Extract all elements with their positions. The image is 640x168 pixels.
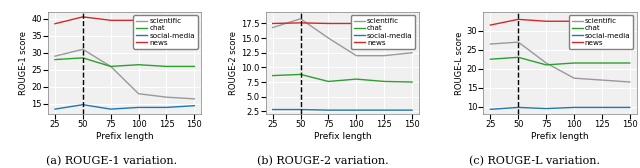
scientific — [163, 96, 170, 98]
Text: (c) ROUGE-L variation.: (c) ROUGE-L variation. — [469, 156, 600, 166]
Y-axis label: ROUGE-1 score: ROUGE-1 score — [19, 31, 28, 95]
news — [380, 23, 388, 25]
social-media — [486, 108, 494, 110]
scientific — [297, 18, 305, 20]
social-media — [542, 108, 550, 110]
social-media — [324, 109, 332, 111]
scientific — [191, 98, 198, 100]
chat — [79, 57, 86, 59]
chat — [191, 65, 198, 67]
Line: social-media: social-media — [55, 105, 195, 109]
news — [570, 20, 578, 22]
chat — [135, 64, 143, 66]
Text: (a) ROUGE-1 variation.: (a) ROUGE-1 variation. — [47, 156, 177, 166]
chat — [515, 56, 522, 58]
news — [408, 23, 416, 25]
chat — [486, 58, 494, 60]
scientific — [515, 41, 522, 43]
news — [135, 19, 143, 21]
Legend: scientific, chat, social-media, news: scientific, chat, social-media, news — [569, 15, 633, 49]
chat — [598, 62, 606, 64]
news — [515, 18, 522, 20]
news — [51, 23, 59, 25]
scientific — [408, 52, 416, 54]
social-media — [626, 106, 634, 108]
X-axis label: Prefix length: Prefix length — [96, 132, 154, 141]
Y-axis label: ROUGE-L score: ROUGE-L score — [455, 31, 464, 95]
social-media — [163, 106, 170, 108]
Line: chat: chat — [273, 74, 412, 82]
social-media — [515, 106, 522, 108]
scientific — [598, 79, 606, 81]
Legend: scientific, chat, social-media, news: scientific, chat, social-media, news — [133, 15, 198, 49]
social-media — [269, 109, 276, 111]
Line: scientific: scientific — [273, 19, 412, 56]
Legend: scientific, chat, social-media, news: scientific, chat, social-media, news — [351, 15, 415, 49]
scientific — [135, 93, 143, 95]
social-media — [79, 104, 86, 106]
news — [626, 20, 634, 22]
news — [324, 23, 332, 25]
Line: news: news — [55, 17, 195, 24]
chat — [324, 80, 332, 82]
Text: (b) ROUGE-2 variation.: (b) ROUGE-2 variation. — [257, 156, 389, 166]
news — [107, 19, 115, 21]
scientific — [486, 43, 494, 45]
Y-axis label: ROUGE-2 score: ROUGE-2 score — [229, 31, 238, 95]
scientific — [626, 81, 634, 83]
social-media — [408, 109, 416, 111]
news — [542, 20, 550, 22]
scientific — [380, 55, 388, 57]
news — [269, 23, 276, 25]
social-media — [51, 108, 59, 110]
chat — [51, 59, 59, 61]
Line: chat: chat — [55, 58, 195, 66]
chat — [353, 78, 360, 80]
news — [163, 19, 170, 21]
social-media — [297, 109, 305, 111]
chat — [570, 62, 578, 64]
Line: news: news — [490, 19, 630, 25]
scientific — [324, 37, 332, 39]
social-media — [107, 108, 115, 110]
chat — [542, 64, 550, 66]
social-media — [570, 106, 578, 108]
chat — [408, 81, 416, 83]
scientific — [107, 65, 115, 67]
social-media — [380, 109, 388, 111]
chat — [163, 65, 170, 67]
social-media — [191, 105, 198, 107]
news — [191, 18, 198, 20]
Line: news: news — [273, 23, 412, 24]
X-axis label: Prefix length: Prefix length — [531, 132, 589, 141]
scientific — [542, 62, 550, 64]
news — [297, 22, 305, 24]
X-axis label: Prefix length: Prefix length — [314, 132, 371, 141]
scientific — [570, 77, 578, 79]
social-media — [598, 106, 606, 108]
news — [598, 20, 606, 22]
chat — [269, 75, 276, 77]
chat — [107, 65, 115, 67]
Line: social-media: social-media — [490, 107, 630, 109]
social-media — [135, 106, 143, 108]
Line: scientific: scientific — [490, 42, 630, 82]
scientific — [79, 48, 86, 50]
scientific — [269, 27, 276, 29]
scientific — [51, 55, 59, 57]
news — [353, 23, 360, 25]
Line: chat: chat — [490, 57, 630, 65]
chat — [380, 80, 388, 82]
chat — [626, 62, 634, 64]
social-media — [353, 109, 360, 111]
news — [486, 24, 494, 26]
Line: scientific: scientific — [55, 49, 195, 99]
scientific — [353, 55, 360, 57]
news — [79, 16, 86, 18]
chat — [297, 73, 305, 75]
